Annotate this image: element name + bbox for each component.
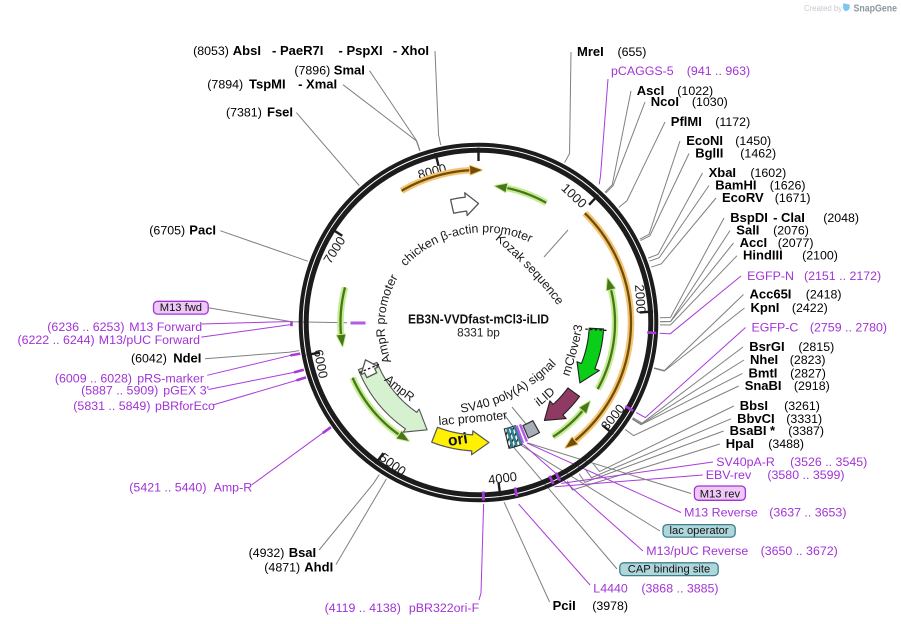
- svg-text:(7894)TspMI- XmaI: (7894) TspMI - XmaI: [207, 77, 337, 92]
- svg-text:(7381)FseI: (7381) FseI: [226, 105, 293, 120]
- svg-text:M13/pUC Reverse(3650 .. 3672): M13/pUC Reverse (3650 .. 3672): [646, 544, 837, 558]
- svg-text:(6009 .. 6028)pRS-marker: (6009 .. 6028) pRS-marker: [55, 371, 204, 385]
- svg-text:BmtI(2827): BmtI (2827): [749, 365, 826, 380]
- svg-text:KpnI(2422): KpnI (2422): [751, 300, 828, 315]
- svg-text:BsrGI(2815): BsrGI (2815): [749, 339, 834, 354]
- svg-text:SV40pA-R(3526 .. 3545): SV40pA-R (3526 .. 3545): [716, 455, 867, 469]
- svg-text:HindIII(2100): HindIII (2100): [743, 248, 838, 263]
- svg-text:(6042)NdeI: (6042) NdeI: [131, 351, 201, 366]
- svg-text:Created by: Created by: [804, 4, 842, 13]
- svg-text:6000: 6000: [311, 348, 331, 379]
- svg-text:SnaBI(2918): SnaBI (2918): [745, 378, 830, 393]
- svg-text:(7896)SmaI: (7896) SmaI: [294, 63, 364, 78]
- svg-text:HpaI(3488): HpaI (3488): [726, 436, 804, 451]
- svg-text:ori: ori: [447, 430, 469, 450]
- svg-text:MreI(655): MreI (655): [577, 44, 646, 59]
- svg-text:8331 bp: 8331 bp: [457, 326, 500, 340]
- svg-text:EBV-rev(3580 .. 3599): EBV-rev (3580 .. 3599): [706, 468, 845, 482]
- svg-text:EB3N-VVDfast-mCl3-iLID: EB3N-VVDfast-mCl3-iLID: [408, 312, 549, 327]
- svg-text:(8053)AbsI- PaeR7I- PspXI- Xho: (8053) AbsI - PaeR7I - PspXI - XhoI: [193, 43, 429, 58]
- svg-text:XbaI(1602): XbaI (1602): [709, 165, 787, 180]
- svg-text:BsaBI *(3387): BsaBI * (3387): [730, 423, 824, 438]
- svg-text:BglII(1462): BglII (1462): [695, 146, 776, 161]
- svg-text:EcoNI(1450): EcoNI (1450): [686, 133, 771, 148]
- svg-text:Acc65I(2418): Acc65I (2418): [750, 287, 842, 302]
- svg-text:(4932)BsaI: (4932) BsaI: [249, 545, 317, 560]
- svg-text:L4440(3868 .. 3885): L4440 (3868 .. 3885): [593, 582, 718, 596]
- svg-text:M13 Reverse(3637 .. 3653): M13 Reverse (3637 .. 3653): [684, 506, 846, 520]
- svg-text:BamHI(1626): BamHI (1626): [715, 178, 805, 193]
- svg-text:BspDI- ClaI(2048): BspDI - ClaI (2048): [730, 210, 859, 225]
- svg-text:CAP binding site: CAP binding site: [628, 564, 711, 576]
- svg-text:(6236 .. 6253)M13 Forward: (6236 .. 6253) M13 Forward: [47, 320, 202, 334]
- svg-text:SalI(2076): SalI (2076): [736, 223, 809, 238]
- svg-text:M13 fwd: M13 fwd: [160, 302, 202, 314]
- svg-text:(5421 .. 5440)Amp-R: (5421 .. 5440) Amp-R: [129, 481, 252, 495]
- svg-text:EcoRV(1671): EcoRV (1671): [722, 190, 811, 205]
- svg-text:EGFP-N(2151 .. 2172): EGFP-N (2151 .. 2172): [747, 269, 881, 283]
- svg-text:(5831 .. 5849)pBRforEco: (5831 .. 5849) pBRforEco: [73, 399, 215, 413]
- svg-text:lac promoter: lac promoter: [438, 408, 508, 428]
- svg-text:lac operator: lac operator: [670, 525, 729, 537]
- svg-text:pCAGGS-5(941 .. 963): pCAGGS-5 (941 .. 963): [611, 64, 750, 78]
- svg-text:BbsI(3261): BbsI (3261): [740, 398, 820, 413]
- svg-text:M13 rev: M13 rev: [700, 488, 741, 500]
- svg-text:(6222 .. 6244)M13/pUC Forward: (6222 .. 6244) M13/pUC Forward: [18, 333, 201, 347]
- svg-text:NheI(2823): NheI (2823): [750, 352, 826, 367]
- svg-text:NcoI(1030): NcoI (1030): [651, 94, 728, 109]
- svg-text:(6705)PacI: (6705) PacI: [149, 223, 216, 238]
- svg-text:4000: 4000: [487, 469, 518, 488]
- svg-text:2000: 2000: [632, 284, 649, 314]
- svg-text:PciI(3978): PciI (3978): [553, 598, 628, 613]
- svg-text:(5887 .. 5909)pGEX 3': (5887 .. 5909) pGEX 3': [81, 384, 209, 398]
- svg-text:SnapGene: SnapGene: [854, 4, 898, 15]
- svg-text:(4119 .. 4138)pBR322ori-F: (4119 .. 4138) pBR322ori-F: [325, 601, 480, 615]
- svg-text:PflMI(1172): PflMI (1172): [671, 114, 750, 129]
- svg-text:AccI(2077): AccI (2077): [740, 235, 814, 250]
- svg-text:(4871)AhdI: (4871) AhdI: [264, 560, 333, 575]
- svg-text:BbvCI(3331): BbvCI (3331): [737, 411, 822, 426]
- svg-text:AscI(1022): AscI (1022): [637, 83, 713, 98]
- svg-text:EGFP-C(2759 .. 2780): EGFP-C (2759 .. 2780): [752, 321, 888, 335]
